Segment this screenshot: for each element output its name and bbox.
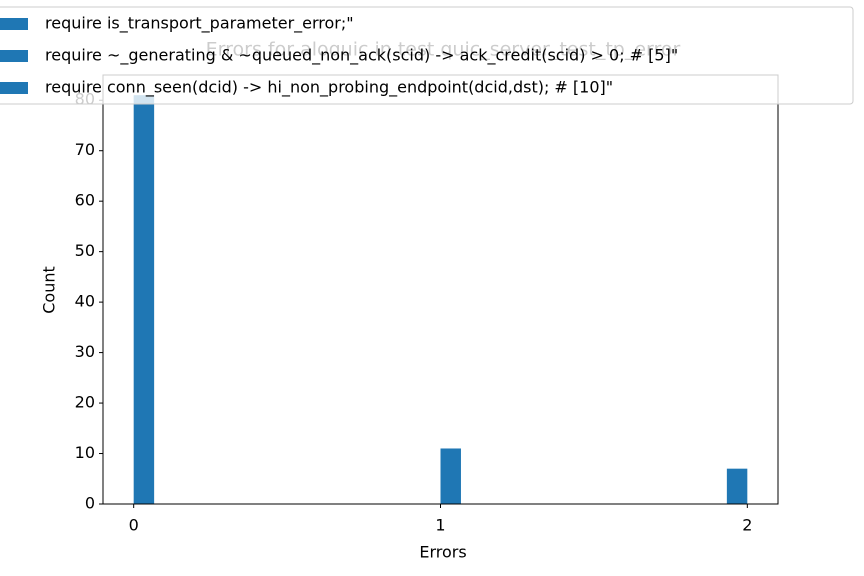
x-tick-label: 0 (129, 516, 139, 535)
y-tick-label: 70 (75, 140, 95, 159)
legend-label: require conn_seen(dcid) -> hi_non_probin… (45, 78, 613, 98)
bar (726, 468, 748, 504)
legend-swatch (0, 82, 28, 94)
y-tick-label: 30 (75, 342, 95, 361)
y-tick-label: 60 (75, 191, 95, 210)
y-tick-label: 10 (75, 443, 95, 462)
y-tick-label: 40 (75, 292, 95, 311)
x-axis-label: Errors (419, 543, 466, 562)
legend-label: require is_transport_parameter_error;" (45, 14, 354, 34)
y-tick-label: 0 (85, 494, 95, 513)
y-tick-label: 50 (75, 241, 95, 260)
legend-box (0, 6, 854, 105)
bar (440, 448, 461, 504)
y-axis-label: Count (40, 266, 59, 314)
legend-swatch (0, 18, 28, 30)
y-tick-label: 20 (75, 393, 95, 412)
x-tick-label: 1 (435, 516, 445, 535)
axes-frame (102, 74, 779, 505)
x-tick-label: 2 (742, 516, 752, 535)
legend-label: require ~_generating & ~queued_non_ack(s… (45, 46, 678, 66)
bar (133, 95, 155, 504)
legend-swatch (0, 50, 28, 62)
